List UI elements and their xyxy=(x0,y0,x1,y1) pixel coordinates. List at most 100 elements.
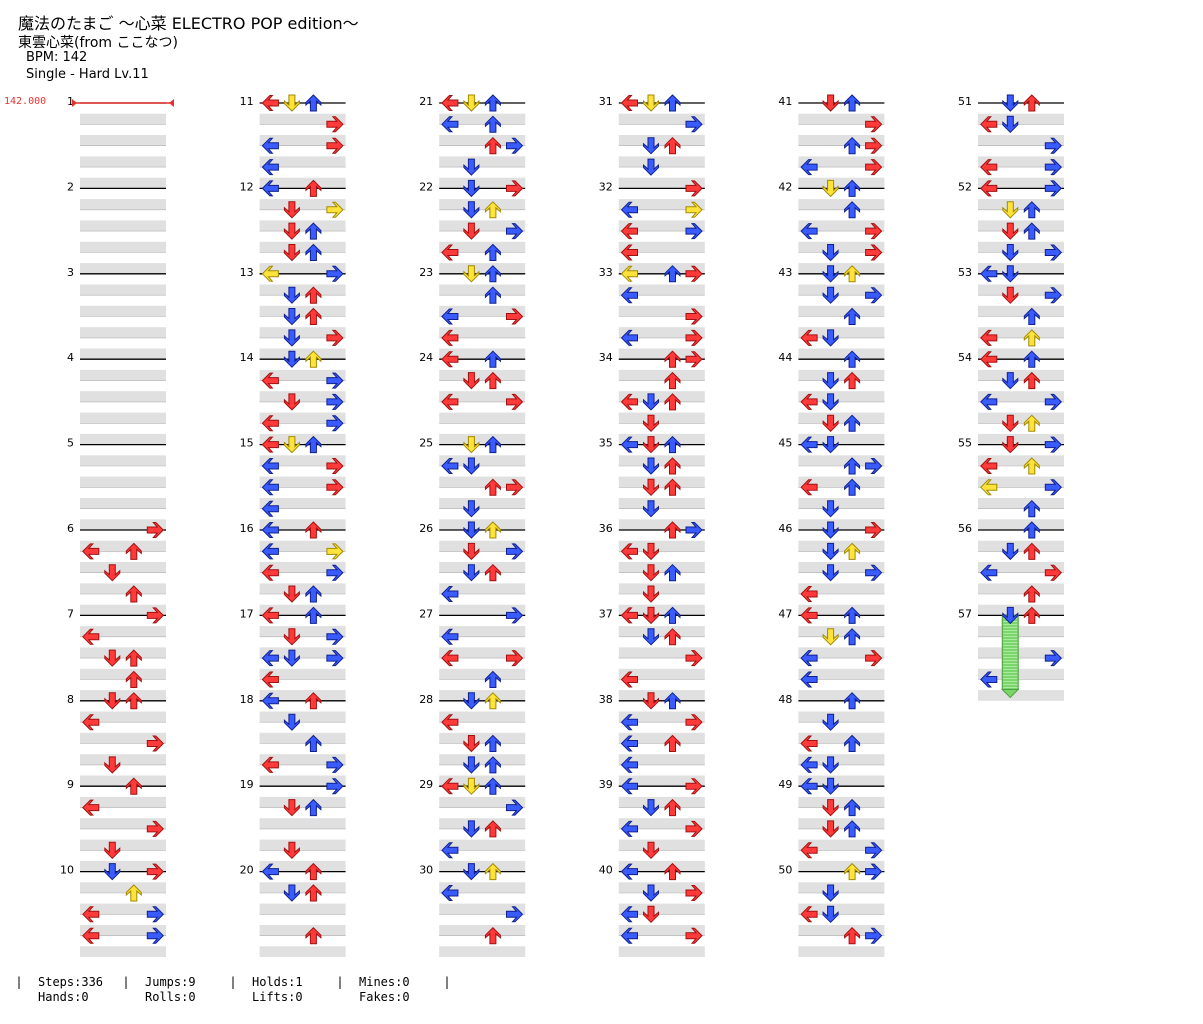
down-arrow-icon xyxy=(1002,606,1019,625)
up-arrow-icon xyxy=(844,862,861,881)
up-arrow-icon xyxy=(844,628,861,646)
down-arrow-icon xyxy=(643,841,659,860)
beat-shade xyxy=(798,754,885,765)
beat-shade xyxy=(439,540,526,552)
up-arrow-icon xyxy=(664,628,681,646)
beat-shade xyxy=(798,583,885,595)
measure-number: 7 xyxy=(67,607,74,620)
down-arrow-icon xyxy=(283,628,300,646)
beat-shade xyxy=(259,135,346,146)
up-arrow-icon xyxy=(484,692,501,710)
left-arrow-icon xyxy=(800,842,818,859)
right-arrow-icon xyxy=(865,223,883,240)
beat-shade xyxy=(978,412,1064,424)
beat-shade xyxy=(259,903,346,915)
down-arrow-icon xyxy=(283,841,300,860)
right-arrow-icon xyxy=(326,756,344,773)
left-arrow-icon xyxy=(261,564,279,581)
beat-shade xyxy=(80,369,166,381)
beat-shade xyxy=(978,199,1064,210)
down-arrow-icon xyxy=(822,94,839,112)
difficulty-label: Single - Hard Lv.11 xyxy=(26,67,149,82)
left-arrow-icon xyxy=(620,329,638,346)
measure-number: 43 xyxy=(778,266,792,279)
down-arrow-icon xyxy=(643,692,659,710)
down-arrow-icon xyxy=(283,649,300,667)
up-arrow-icon xyxy=(125,585,142,603)
up-arrow-icon xyxy=(1023,307,1040,325)
beat-shade xyxy=(80,925,166,936)
measure-number: 14 xyxy=(240,351,254,364)
right-arrow-icon xyxy=(326,628,344,645)
right-arrow-icon xyxy=(1044,159,1063,176)
beat-shade xyxy=(80,711,166,723)
up-arrow-icon xyxy=(484,265,501,283)
beat-shade xyxy=(978,498,1064,509)
beat-shade xyxy=(439,156,526,168)
beat-shade xyxy=(259,220,346,232)
beat-shade xyxy=(80,284,166,296)
beat-shade xyxy=(259,455,346,466)
beat-shade xyxy=(80,498,166,509)
beat-shade xyxy=(80,135,166,146)
beat-shade xyxy=(259,433,346,445)
measure-number: 15 xyxy=(240,437,254,450)
beat-shade xyxy=(439,690,526,701)
right-arrow-icon xyxy=(326,393,344,410)
up-arrow-icon xyxy=(1023,201,1040,219)
right-arrow-icon xyxy=(685,351,703,368)
beat-shade xyxy=(978,327,1064,338)
measure-number: 46 xyxy=(778,522,792,535)
beat-shade xyxy=(798,135,885,146)
up-arrow-icon xyxy=(844,94,861,112)
beat-shade xyxy=(618,220,705,232)
beat-shade xyxy=(618,839,705,851)
up-arrow-icon xyxy=(1023,499,1040,518)
beat-shade xyxy=(798,220,885,232)
beat-shade xyxy=(798,113,885,125)
down-arrow-icon xyxy=(822,542,839,561)
up-arrow-icon xyxy=(664,94,681,112)
right-arrow-icon xyxy=(685,650,703,667)
right-arrow-icon xyxy=(326,415,344,432)
beat-shade xyxy=(978,241,1064,253)
beat-shade xyxy=(798,305,885,317)
left-arrow-icon xyxy=(261,159,279,176)
left-arrow-icon xyxy=(261,671,279,688)
down-arrow-icon xyxy=(463,863,480,881)
beat-shade xyxy=(80,305,166,317)
down-arrow-icon xyxy=(822,564,839,582)
right-arrow-icon xyxy=(685,223,703,240)
beat-shade xyxy=(798,925,885,936)
beat-shade xyxy=(80,626,166,637)
up-arrow-icon xyxy=(664,435,681,454)
up-arrow-icon xyxy=(844,265,861,283)
down-arrow-icon xyxy=(283,713,300,731)
beat-shade xyxy=(798,562,885,573)
down-arrow-icon xyxy=(822,372,839,390)
beat-shade xyxy=(80,476,166,488)
left-arrow-icon xyxy=(800,436,818,453)
right-arrow-icon xyxy=(685,308,703,325)
beat-shade xyxy=(798,711,885,723)
stats-divider: | xyxy=(336,975,344,989)
beat-shade xyxy=(439,135,526,146)
right-arrow-icon xyxy=(685,778,703,795)
beat-shade xyxy=(259,946,346,957)
down-arrow-icon xyxy=(822,179,839,198)
down-arrow-icon xyxy=(463,542,480,561)
up-arrow-icon xyxy=(305,435,322,454)
beat-shade xyxy=(259,391,346,402)
measure-number: 24 xyxy=(419,351,433,364)
left-arrow-icon xyxy=(620,778,638,795)
beat-shade xyxy=(618,604,705,616)
down-arrow-icon xyxy=(1002,201,1019,219)
beat-shade xyxy=(978,348,1064,360)
right-arrow-icon xyxy=(506,906,524,923)
right-arrow-icon xyxy=(685,885,703,901)
beat-shade xyxy=(439,433,526,445)
beat-shade xyxy=(259,263,346,274)
measure-number: 21 xyxy=(419,95,433,108)
down-arrow-icon xyxy=(822,244,839,262)
up-arrow-icon xyxy=(484,563,501,582)
